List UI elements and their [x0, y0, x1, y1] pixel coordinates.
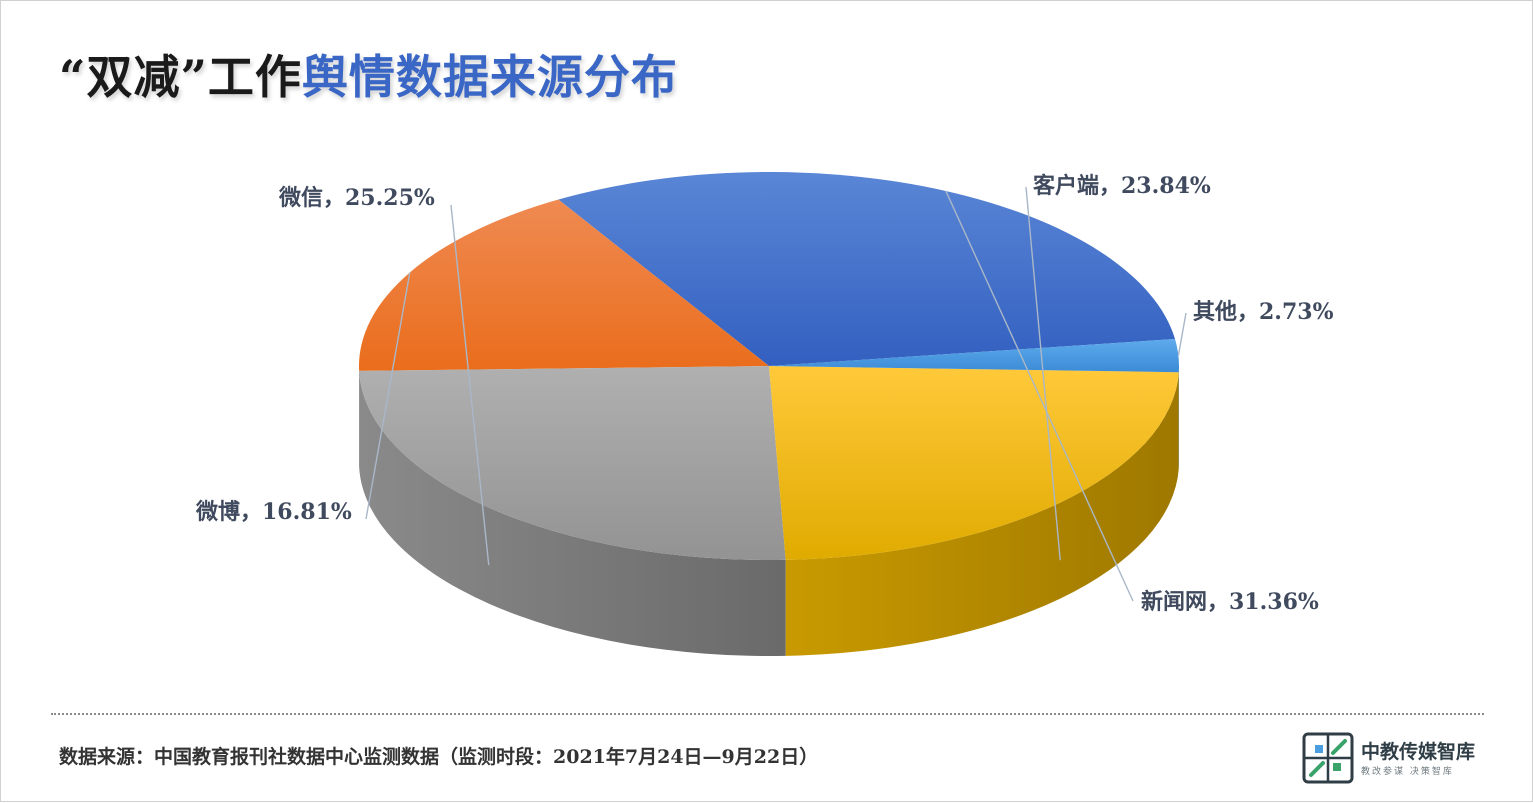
data-source-note: 数据来源：中国教育报刊社数据中心监测数据（监测时段：2021年7月24日—9月2…: [59, 742, 818, 769]
grid-logo-icon: [1301, 731, 1355, 785]
label-新闻网: 新闻网，31.36%: [1141, 589, 1319, 615]
label-微信: 微信，25.25%: [278, 185, 435, 211]
label-其他: 其他，2.73%: [1193, 299, 1334, 325]
brand-logo: 中教传媒智库 教改参谋 决策智库: [1301, 731, 1501, 787]
logo-name: 中教传媒智库: [1361, 737, 1475, 764]
label-微博: 微博，16.81%: [195, 499, 352, 525]
logo-tagline: 教改参谋 决策智库: [1361, 764, 1454, 777]
leader-其他: [1178, 313, 1186, 356]
label-客户端: 客户端，23.84%: [1033, 173, 1211, 199]
footer-divider: [51, 713, 1484, 715]
